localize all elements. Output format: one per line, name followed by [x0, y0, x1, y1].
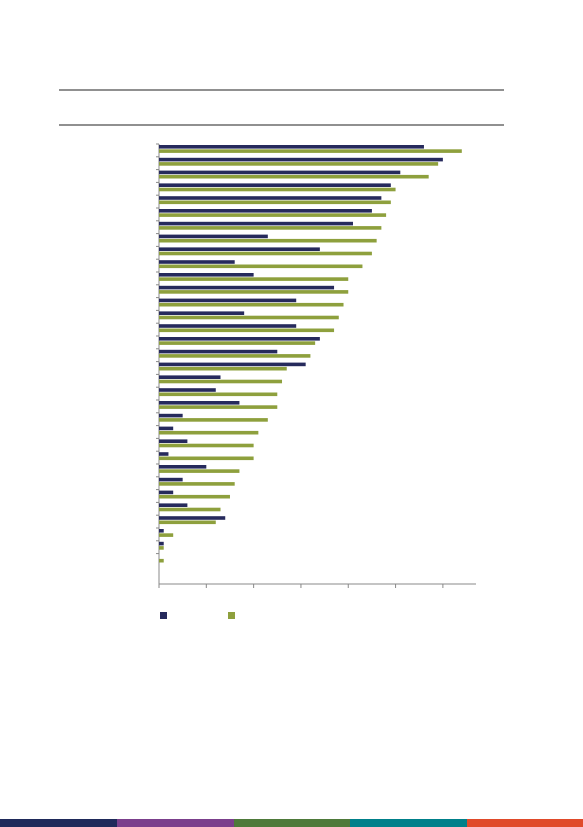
bar — [159, 388, 216, 392]
bar — [159, 149, 462, 153]
bar — [159, 452, 169, 456]
bar — [159, 183, 391, 187]
bar — [159, 533, 174, 537]
bar — [159, 439, 188, 443]
footer-band — [0, 819, 117, 827]
bar — [159, 520, 216, 525]
bar — [159, 226, 382, 230]
bar — [159, 349, 278, 354]
bar — [159, 516, 226, 520]
bar — [159, 277, 349, 281]
bar — [159, 170, 401, 175]
bar — [159, 494, 230, 499]
footer-band — [350, 819, 467, 827]
bar — [159, 405, 278, 409]
bar — [159, 469, 240, 473]
bar — [159, 264, 363, 269]
bar — [159, 324, 297, 328]
bar — [159, 482, 235, 486]
bar — [159, 465, 207, 469]
bar — [159, 413, 183, 418]
footer-band — [117, 819, 234, 827]
bar — [159, 273, 254, 277]
bar — [159, 162, 439, 166]
bar — [159, 200, 391, 205]
bar — [159, 337, 320, 341]
bar — [159, 401, 240, 405]
bar — [159, 426, 174, 431]
bar — [159, 507, 221, 512]
bar — [159, 315, 339, 320]
bar — [159, 187, 396, 192]
bar — [159, 362, 306, 367]
bar — [159, 260, 235, 264]
bar — [159, 456, 254, 461]
bar — [159, 418, 268, 422]
bar — [159, 247, 320, 251]
legend-swatch — [160, 612, 167, 619]
bar — [159, 503, 188, 507]
bar — [159, 392, 278, 397]
bar — [159, 157, 443, 162]
bar — [159, 298, 297, 303]
bar — [159, 238, 377, 243]
bar — [159, 285, 335, 290]
bar — [159, 430, 259, 435]
bar — [159, 477, 183, 482]
legend-swatch — [228, 612, 235, 619]
bar — [159, 209, 372, 213]
bar — [159, 290, 349, 294]
bar — [159, 379, 283, 384]
bar — [159, 490, 174, 495]
bar — [159, 251, 372, 256]
bar — [159, 546, 164, 550]
bar — [159, 311, 245, 315]
bar — [159, 213, 387, 217]
bar — [159, 145, 424, 149]
bar — [159, 558, 164, 563]
bar — [159, 541, 164, 546]
footer-band — [467, 819, 583, 827]
bar — [159, 328, 335, 333]
bar — [159, 196, 382, 200]
bar — [159, 341, 316, 345]
bar — [159, 234, 268, 239]
bar — [159, 443, 254, 448]
bar — [159, 221, 353, 226]
footer-band — [234, 819, 350, 827]
bar — [159, 366, 287, 371]
bar — [159, 302, 344, 307]
bar — [159, 529, 164, 533]
bar — [159, 174, 429, 179]
bar — [159, 375, 221, 379]
bar — [159, 354, 311, 358]
